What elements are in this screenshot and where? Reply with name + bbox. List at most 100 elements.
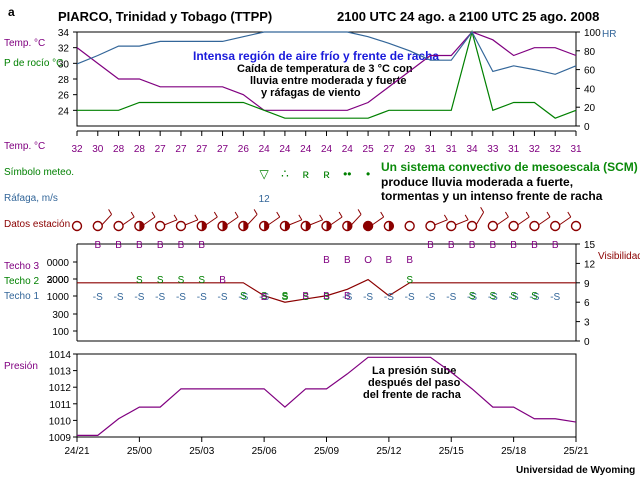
temp-row-value: 32	[529, 144, 541, 155]
temp-row-value: 28	[134, 144, 146, 155]
y-tick-label-left: 30	[58, 59, 70, 70]
cloud-code: B	[406, 255, 413, 266]
credit-text: Universidad de Wyoming	[516, 465, 636, 476]
wind-barb-feather	[546, 211, 551, 218]
station-cover	[326, 221, 331, 231]
cloud-code: B	[386, 255, 393, 266]
annotation-front-line1: Caída de temperatura de 3 °C con	[237, 63, 413, 75]
temp-row-value: 26	[238, 144, 250, 155]
cloud-code: -S	[467, 292, 477, 303]
wind-barb	[309, 219, 323, 226]
cloud-code: S	[531, 291, 538, 302]
wind-barb-feather	[234, 211, 239, 218]
cloud-code: B	[178, 240, 185, 251]
cloud-code: B	[323, 255, 330, 266]
cloud-code: B	[157, 240, 164, 251]
cloud-code: S	[282, 292, 289, 303]
x-tick-label: 25/18	[501, 446, 526, 457]
wind-barb-feather	[338, 211, 343, 218]
cloud-code: B	[261, 292, 268, 303]
weather-symbol: •	[366, 167, 370, 181]
cloud-code: S	[406, 275, 413, 286]
temp-row-value: 27	[217, 144, 229, 155]
ceiling-label: 100	[52, 327, 69, 338]
ceiling-label: 0000	[47, 258, 70, 269]
cloud-code: B	[302, 291, 309, 302]
cloud-code: B	[219, 275, 226, 286]
wind-barb	[122, 216, 135, 226]
wind-barb	[434, 219, 448, 226]
cloud-code: -S	[259, 292, 269, 303]
station-circle	[92, 220, 103, 232]
vis-tick-label: 15	[584, 240, 596, 251]
cloud-code: B	[115, 240, 122, 251]
ceiling-label: 1000	[47, 292, 70, 303]
cloud-code: B	[510, 240, 517, 251]
annotation-pressure-line3: del frente de racha	[363, 389, 461, 401]
temp-row-value: 31	[425, 144, 437, 155]
cloud-code: B	[94, 240, 101, 251]
cloud-code: B	[427, 240, 434, 251]
cloud-code: S	[136, 275, 143, 286]
wind-barb-feather	[173, 214, 178, 221]
label-pressure: Presión	[4, 361, 38, 372]
pressure-tick-label: 1009	[49, 433, 72, 444]
cloud-code: B	[344, 255, 351, 266]
y-tick-label-right: 60	[584, 66, 596, 77]
y-tick-label-right: 100	[584, 28, 601, 39]
vis-tick-label: 3	[584, 318, 590, 329]
temp-row-value: 27	[175, 144, 187, 155]
series-line-dew	[77, 29, 577, 119]
wind-barb	[226, 216, 239, 226]
temp-row-value: 24	[259, 144, 271, 155]
temp-row-value: 32	[71, 144, 83, 155]
label-ceiling2: Techo 2	[4, 276, 40, 287]
wind-barb	[163, 219, 178, 226]
temp-row-value: 32	[550, 144, 562, 155]
y-tick-label-left: 24	[58, 106, 70, 117]
weather-symbol: ▽	[260, 167, 270, 181]
cloud-code: -S	[155, 292, 165, 303]
period-title: 2100 UTC 24 ago. a 2100 UTC 25 ago. 2008	[337, 9, 600, 24]
label-temp-row: Temp. °C	[4, 141, 46, 152]
y-tick-label-left: 32	[58, 44, 70, 55]
cloud-code: B	[344, 291, 351, 302]
cloud-code: S	[240, 291, 247, 302]
cloud-code: B	[489, 240, 496, 251]
station-circle	[113, 220, 124, 232]
visibility-line	[77, 278, 576, 303]
wind-barb	[267, 216, 280, 226]
cloud-code: -S	[363, 292, 373, 303]
temp-row-value: 25	[363, 144, 375, 155]
temp-row-value: 27	[383, 144, 395, 155]
label-ceiling1: Techo 1	[4, 291, 40, 302]
label-rh: HR	[602, 29, 617, 40]
station-cover	[139, 221, 144, 231]
station-cover	[243, 221, 248, 231]
station-cover	[201, 221, 207, 231]
cloud-code: -S	[176, 292, 186, 303]
wind-barb-feather	[276, 211, 281, 218]
cloud-code: S	[198, 275, 205, 286]
vis-tick-label: 9	[584, 279, 590, 290]
gust-value: 12	[259, 194, 271, 205]
wind-barb-feather	[298, 214, 303, 221]
y-tick-label-right: 80	[584, 47, 596, 58]
cloud-code: S	[489, 291, 496, 302]
ceiling-label: 300	[52, 310, 69, 321]
cloud-code: B	[136, 240, 143, 251]
x-tick-label: 25/03	[189, 446, 214, 457]
wind-barb	[517, 216, 530, 226]
cloud-code: S	[469, 291, 476, 302]
cloud-code: S	[261, 291, 268, 302]
label-visibility: Visibilidad	[598, 251, 640, 262]
temp-row-value: 28	[113, 144, 125, 155]
pressure-tick-label: 1014	[49, 350, 72, 361]
annotation-scm-line1: produce lluvia moderada a fuerte,	[381, 175, 574, 189]
cloud-code: B	[531, 240, 538, 251]
temp-row-value: 24	[321, 144, 333, 155]
cloud-code: -S	[488, 292, 498, 303]
station-circle	[570, 220, 582, 232]
y-tick-label-right: 0	[584, 122, 590, 133]
station-circle	[446, 220, 457, 232]
